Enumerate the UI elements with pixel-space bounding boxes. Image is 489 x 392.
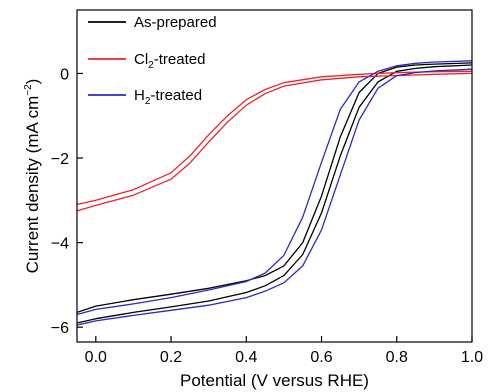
x-tick-label: 0.2: [160, 349, 182, 366]
series-line-h2-treated-scan-a: [76, 60, 473, 316]
y-tick-label: −4: [51, 236, 69, 253]
x-tick-label: 0.0: [85, 349, 107, 366]
series-line-cl2-treated-scan-b: [76, 72, 473, 212]
legend-label-as-prepared: As-prepared: [134, 14, 217, 31]
y-axis-ticks: 0 −2 −4 −6: [51, 66, 83, 337]
legend-entry-h2-treated: H2-treated: [88, 87, 202, 107]
y-tick-label: −6: [51, 320, 69, 337]
y-axis-label-exponent: −2: [23, 84, 34, 96]
plot-frame: [76, 9, 473, 343]
legend-label-h2-treated: H2-treated: [134, 87, 202, 107]
series-line-as-prepared-scan-a: [76, 62, 473, 314]
legend-entry-cl2-treated: Cl2-treated: [88, 51, 205, 71]
x-tick-label: 0.8: [386, 349, 408, 366]
x-tick-label: 1.0: [461, 349, 483, 366]
series-line-as-prepared-scan-b: [76, 64, 473, 324]
series-line-cl2-treated-scan-a: [76, 70, 473, 206]
series-line-h2-treated-scan-b: [76, 68, 473, 326]
legend-label-cl2-treated: Cl2-treated: [134, 51, 205, 71]
x-axis-label: Potential (V versus RHE): [180, 371, 369, 390]
curves-layer: [76, 60, 473, 326]
legend: As-prepared Cl2-treated H2-treated: [88, 14, 217, 107]
y-axis-label-close: ): [23, 79, 42, 85]
y-axis-label: Current density (mA cm−2): [23, 79, 42, 274]
x-tick-label: 0.6: [310, 349, 332, 366]
x-tick-label: 0.4: [235, 349, 257, 366]
y-tick-label: −2: [51, 151, 69, 168]
y-axis-label-main: Current density (mA cm: [23, 96, 42, 274]
y-tick-label: 0: [60, 66, 69, 83]
legend-entry-as-prepared: As-prepared: [88, 14, 217, 31]
x-axis-ticks: 0.0 0.2 0.4 0.6 0.8 1.0: [85, 336, 483, 366]
